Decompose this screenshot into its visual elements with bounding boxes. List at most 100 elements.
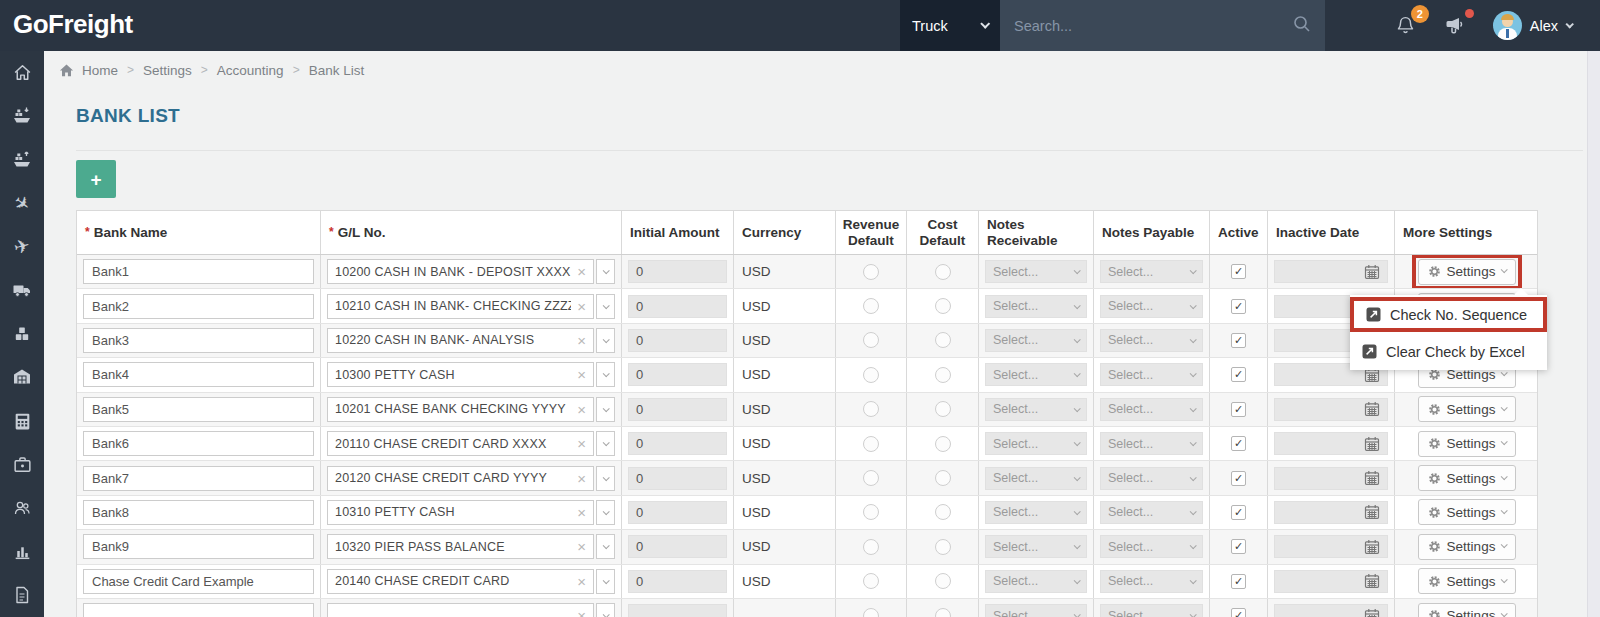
revenue-default-radio[interactable] <box>863 608 879 617</box>
sidebar-item-customers[interactable] <box>0 486 44 530</box>
add-bank-button[interactable]: + <box>76 160 116 198</box>
bank-name-input[interactable] <box>83 294 314 319</box>
initial-amount-input[interactable]: 0 <box>628 398 727 421</box>
cost-default-radio[interactable] <box>935 470 951 486</box>
clear-icon[interactable]: × <box>577 608 586 617</box>
bank-name-input[interactable] <box>83 466 314 491</box>
sidebar-item-supplies[interactable] <box>0 312 44 356</box>
clear-icon[interactable]: × <box>577 471 586 486</box>
cost-default-radio[interactable] <box>935 573 951 589</box>
bank-name-input[interactable] <box>83 397 314 422</box>
cost-default-radio[interactable] <box>935 436 951 452</box>
gl-no-select[interactable]: 10210 CASH IN BANK- CHECKING ZZZZ × <box>327 294 594 319</box>
sidebar-item-warehouse[interactable] <box>0 356 44 400</box>
sidebar-item-trucking[interactable] <box>0 269 44 313</box>
notes-payable-select[interactable]: Select... <box>1100 329 1203 352</box>
bank-name-input[interactable] <box>83 534 314 559</box>
gl-no-select[interactable]: 20140 CHASE CREDIT CARD × <box>327 569 594 594</box>
notes-receivable-select[interactable]: Select... <box>985 363 1087 386</box>
active-checkbox[interactable]: ✓ <box>1231 264 1246 279</box>
gl-dropdown-caret[interactable] <box>596 294 615 319</box>
notes-receivable-select[interactable]: Select... <box>985 604 1087 617</box>
notes-receivable-select[interactable]: Select... <box>985 570 1087 593</box>
notes-receivable-select[interactable]: Select... <box>985 260 1087 283</box>
inactive-date-input[interactable] <box>1274 570 1388 593</box>
cost-default-radio[interactable] <box>935 401 951 417</box>
gl-dropdown-caret[interactable] <box>596 431 615 456</box>
cost-default-radio[interactable] <box>935 264 951 280</box>
inactive-date-input[interactable] <box>1274 467 1388 490</box>
settings-button[interactable]: Settings <box>1418 465 1517 491</box>
revenue-default-radio[interactable] <box>863 298 879 314</box>
notes-receivable-select[interactable]: Select... <box>985 467 1087 490</box>
inactive-date-input[interactable] <box>1274 260 1388 283</box>
settings-button[interactable]: Settings <box>1418 534 1517 560</box>
sidebar-item-accounting[interactable] <box>0 399 44 443</box>
cost-default-radio[interactable] <box>935 332 951 348</box>
clear-icon[interactable]: × <box>577 505 586 520</box>
initial-amount-input[interactable]: 0 <box>628 363 727 386</box>
bank-name-input[interactable] <box>83 431 314 456</box>
gl-no-select[interactable]: 10201 CHASE BANK CHECKING YYYY × <box>327 397 594 422</box>
bank-name-input[interactable] <box>83 328 314 353</box>
notes-payable-select[interactable]: Select... <box>1100 432 1203 455</box>
vertical-scrollbar[interactable] <box>1587 51 1600 617</box>
revenue-default-radio[interactable] <box>863 504 879 520</box>
notes-payable-select[interactable]: Select... <box>1100 535 1203 558</box>
menu-item-check-no-sequence[interactable]: Check No. Sequence <box>1354 301 1543 328</box>
clear-icon[interactable]: × <box>577 436 586 451</box>
notes-receivable-select[interactable]: Select... <box>985 432 1087 455</box>
active-checkbox[interactable]: ✓ <box>1231 539 1246 554</box>
breadcrumb-accounting[interactable]: Accounting <box>217 63 284 78</box>
cost-default-radio[interactable] <box>935 504 951 520</box>
gl-no-select[interactable]: 10200 CASH IN BANK - DEPOSIT XXXX × <box>327 259 594 284</box>
notes-payable-select[interactable]: Select... <box>1100 467 1203 490</box>
gl-no-select[interactable]: 10220 CASH IN BANK- ANALYSIS × <box>327 328 594 353</box>
gl-dropdown-caret[interactable] <box>596 466 615 491</box>
active-checkbox[interactable]: ✓ <box>1231 505 1246 520</box>
clear-icon[interactable]: × <box>577 402 586 417</box>
initial-amount-input[interactable]: 0 <box>628 295 727 318</box>
revenue-default-radio[interactable] <box>863 436 879 452</box>
active-checkbox[interactable]: ✓ <box>1231 471 1246 486</box>
bank-name-input[interactable] <box>83 362 314 387</box>
clear-icon[interactable]: × <box>577 539 586 554</box>
settings-button[interactable]: Settings <box>1418 603 1517 617</box>
active-checkbox[interactable]: ✓ <box>1231 299 1246 314</box>
initial-amount-input[interactable]: 0 <box>628 329 727 352</box>
sidebar-item-jobs[interactable] <box>0 443 44 487</box>
cost-default-radio[interactable] <box>935 608 951 617</box>
settings-button[interactable]: Settings <box>1418 259 1517 285</box>
gl-dropdown-caret[interactable] <box>596 328 615 353</box>
gl-dropdown-caret[interactable] <box>596 362 615 387</box>
gl-no-select[interactable]: 20120 CHASE CREDIT CARD YYYY × <box>327 466 594 491</box>
gl-no-select[interactable]: 10300 PETTY CASH × <box>327 362 594 387</box>
sidebar-item-ocean-export[interactable] <box>0 138 44 182</box>
notes-payable-select[interactable]: Select... <box>1100 260 1203 283</box>
gl-no-select[interactable]: 10320 PIER PASS BALANCE × <box>327 534 594 559</box>
module-selector[interactable]: Truck <box>900 0 1000 51</box>
gl-dropdown-caret[interactable] <box>596 397 615 422</box>
initial-amount-input[interactable]: 0 <box>628 501 727 524</box>
notes-receivable-select[interactable]: Select... <box>985 398 1087 421</box>
inactive-date-input[interactable] <box>1274 535 1388 558</box>
active-checkbox[interactable]: ✓ <box>1231 436 1246 451</box>
clear-icon[interactable]: × <box>577 367 586 382</box>
sidebar-item-ocean-import[interactable] <box>0 95 44 139</box>
breadcrumb-settings[interactable]: Settings <box>143 63 192 78</box>
notes-payable-select[interactable]: Select... <box>1100 570 1203 593</box>
clear-icon[interactable]: × <box>577 574 586 589</box>
inactive-date-input[interactable] <box>1274 432 1388 455</box>
active-checkbox[interactable]: ✓ <box>1231 333 1246 348</box>
notes-receivable-select[interactable]: Select... <box>985 295 1087 318</box>
gl-no-select[interactable]: 10310 PETTY CASH × <box>327 500 594 525</box>
revenue-default-radio[interactable] <box>863 264 879 280</box>
clear-icon[interactable]: × <box>577 333 586 348</box>
settings-button[interactable]: Settings <box>1418 568 1517 594</box>
gl-dropdown-caret[interactable] <box>596 569 615 594</box>
announcements[interactable] <box>1443 13 1469 39</box>
sidebar-item-air-import[interactable]: ✈ <box>0 182 44 226</box>
clear-icon[interactable]: × <box>577 299 586 314</box>
breadcrumb-home[interactable]: Home <box>82 63 118 78</box>
initial-amount-input[interactable]: 0 <box>628 535 727 558</box>
